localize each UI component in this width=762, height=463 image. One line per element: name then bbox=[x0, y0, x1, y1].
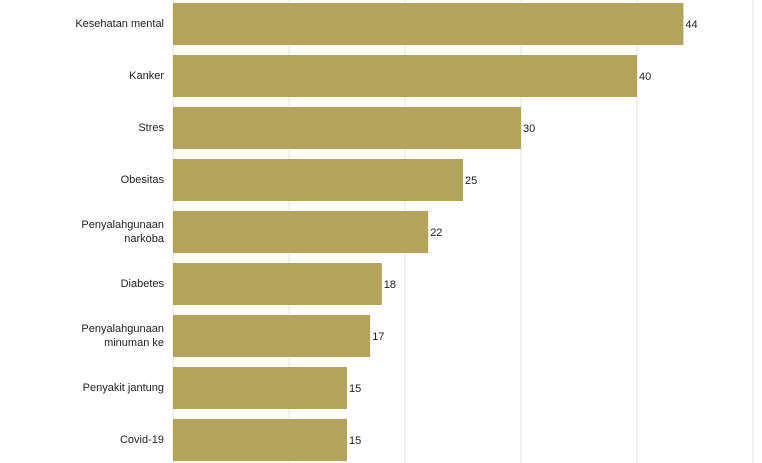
value-label: 44 bbox=[685, 19, 697, 31]
category-label: Obesitas bbox=[120, 174, 164, 186]
category-label: Kanker bbox=[129, 70, 164, 82]
value-label: 25 bbox=[465, 175, 477, 187]
category-label: Diabetes bbox=[120, 278, 164, 290]
category-label: Stres bbox=[138, 122, 164, 134]
category-label: Penyakit jantung bbox=[82, 382, 164, 394]
category-label: Covid-19 bbox=[119, 434, 164, 446]
bar bbox=[173, 3, 684, 45]
bar bbox=[173, 55, 637, 97]
value-label: 22 bbox=[430, 227, 442, 239]
value-label: 18 bbox=[384, 279, 396, 291]
value-label: 17 bbox=[372, 331, 384, 343]
bar bbox=[173, 315, 371, 357]
value-label: 40 bbox=[639, 71, 651, 83]
category-label: Penyalahgunaan minuman ke bbox=[81, 323, 164, 349]
value-label: 15 bbox=[349, 435, 361, 447]
bar bbox=[173, 159, 463, 201]
bar bbox=[173, 211, 429, 253]
value-label: 15 bbox=[349, 383, 361, 395]
bar bbox=[173, 263, 382, 305]
category-label: Penyalahgunaan narkoba bbox=[81, 219, 164, 245]
category-label: Kesehatan mental bbox=[75, 18, 164, 30]
bar bbox=[173, 367, 347, 409]
value-label: 30 bbox=[523, 123, 535, 135]
bar bbox=[173, 419, 347, 461]
bar bbox=[173, 107, 521, 149]
